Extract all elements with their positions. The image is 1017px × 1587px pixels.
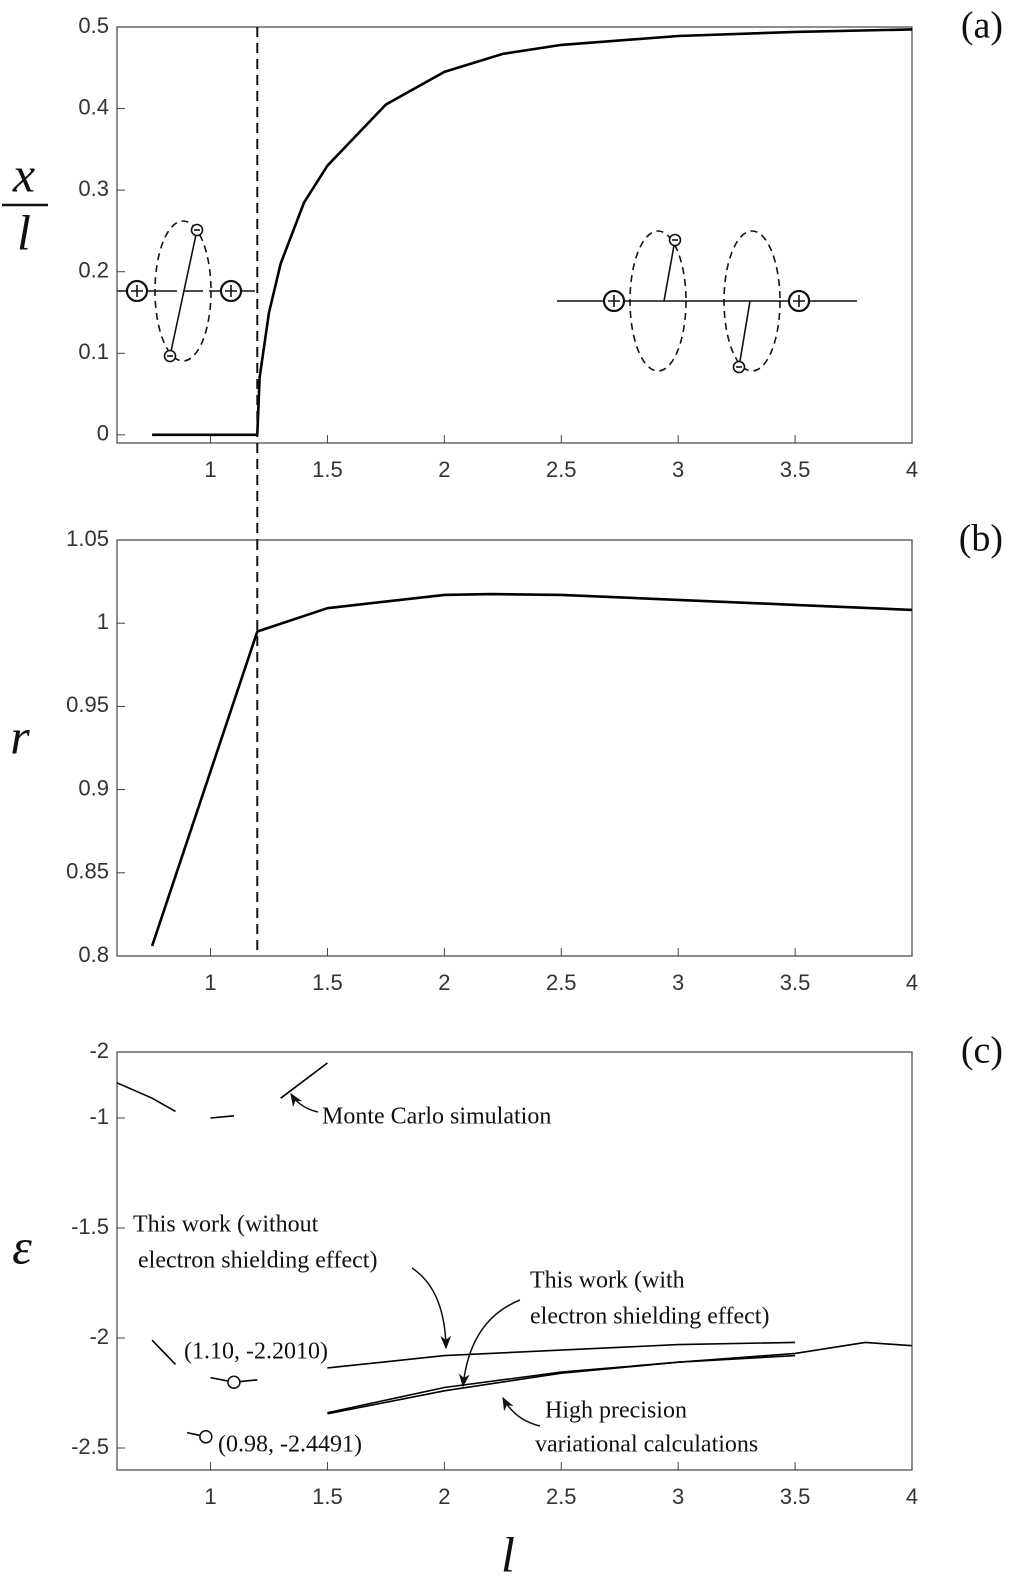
- x-tick-label: 1.5: [312, 1484, 343, 1509]
- y-axis-label: r: [10, 708, 30, 764]
- y-tick-label: 0: [97, 421, 109, 446]
- point-marker: [227, 1375, 241, 1389]
- x-tick-label: 3: [672, 457, 684, 482]
- y-tick-label: -1.5: [71, 1214, 109, 1239]
- x-tick-label: 3.5: [780, 457, 811, 482]
- annotation: This work (with: [530, 1268, 685, 1294]
- y-tick-label: 0.3: [78, 176, 109, 201]
- inset-right: [557, 230, 857, 374]
- y-tick-label: 0.95: [66, 692, 109, 717]
- x-tick-label: 1.5: [312, 970, 343, 995]
- panel-label: (a): [961, 5, 1003, 47]
- x-tick-label: 4: [906, 970, 918, 995]
- y-axis-label-denominator: l: [17, 204, 31, 260]
- axes-box: [116, 26, 913, 444]
- x-tick-label: 2: [438, 457, 450, 482]
- y-tick-label: 1.05: [66, 526, 109, 551]
- x-tick-label: 1.5: [312, 457, 343, 482]
- y-axis-label: ε: [12, 1218, 32, 1274]
- point-label: (0.98, -2.4491): [218, 1432, 362, 1458]
- y-tick-label: -1: [89, 1104, 109, 1129]
- axes-box: [116, 1051, 913, 1471]
- panel-label: (b): [959, 518, 1003, 560]
- x-tick-label: 2.5: [546, 970, 577, 995]
- y-tick-label: 0.2: [78, 258, 109, 283]
- x-tick-label: 2.5: [546, 1484, 577, 1509]
- curve: [150, 592, 913, 947]
- x-tick-label: 3.5: [780, 1484, 811, 1509]
- curve: [116, 1062, 328, 1119]
- x-tick-label: 3: [672, 970, 684, 995]
- x-tick-label: 3.5: [780, 970, 811, 995]
- y-tick-label: 0.4: [78, 94, 109, 119]
- y-axis-label-numerator: x: [12, 146, 35, 202]
- y-tick-label: 1: [97, 609, 109, 634]
- annotation: Monte Carlo simulation: [322, 1104, 551, 1130]
- x-axis-label: l: [501, 1526, 515, 1582]
- x-tick-label: 4: [906, 1484, 918, 1509]
- y-tick-label: 0.1: [78, 339, 109, 364]
- point-marker: [199, 1430, 213, 1444]
- x-tick-label: 1: [204, 457, 216, 482]
- y-tick-label: 0.9: [78, 775, 109, 800]
- y-tick-label: -2: [89, 1038, 109, 1063]
- y-tick-label: 0.8: [78, 942, 109, 967]
- x-tick-label: 2: [438, 1484, 450, 1509]
- y-tick-label: -2.5: [71, 1434, 109, 1459]
- annotation: electron shielding effect): [530, 1304, 769, 1330]
- annotation: electron shielding effect): [138, 1248, 377, 1274]
- arrows: [290, 1092, 541, 1427]
- x-tick-label: 3: [672, 1484, 684, 1509]
- x-tick-label: 1: [204, 1484, 216, 1509]
- axes-box: [116, 539, 913, 957]
- y-tick-label: 0.5: [78, 13, 109, 38]
- y-tick-label: -2: [89, 1324, 109, 1349]
- annotation: This work (without: [133, 1212, 319, 1238]
- inset-left: [117, 220, 255, 363]
- annotation: variational calculations: [535, 1432, 758, 1458]
- x-tick-label: 4: [906, 457, 918, 482]
- curve: [152, 28, 913, 437]
- panel-label: (c): [961, 1030, 1003, 1072]
- y-tick-label: 0.85: [66, 859, 109, 884]
- point-label: (1.10, -2.2010): [184, 1339, 328, 1365]
- x-tick-label: 2.5: [546, 457, 577, 482]
- x-tick-label: 2: [438, 970, 450, 995]
- x-tick-label: 1: [204, 970, 216, 995]
- annotation: High precision: [545, 1398, 687, 1424]
